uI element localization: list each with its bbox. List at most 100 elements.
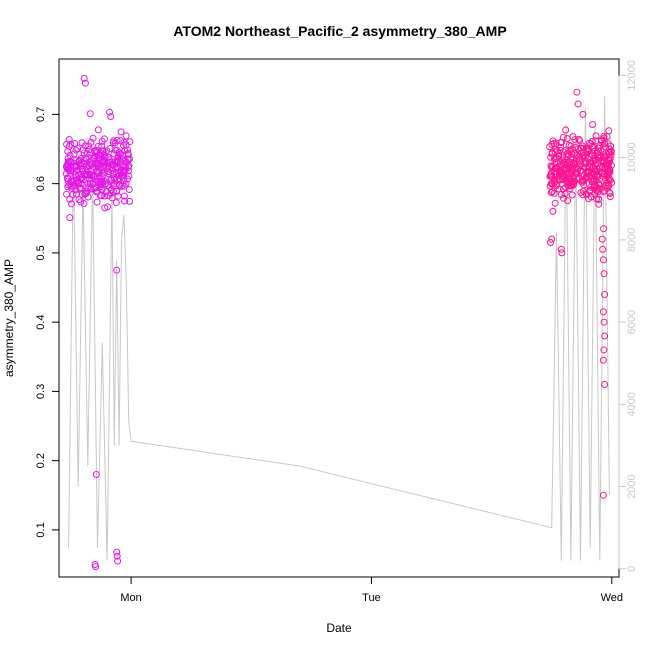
data-point bbox=[592, 132, 600, 140]
data-point bbox=[570, 175, 578, 182]
data-point bbox=[550, 189, 558, 197]
data-point bbox=[66, 151, 74, 159]
data-point bbox=[99, 169, 107, 177]
data-point bbox=[568, 191, 576, 199]
data-point bbox=[114, 192, 122, 200]
data-point bbox=[92, 563, 99, 571]
data-point bbox=[112, 199, 120, 207]
data-point bbox=[546, 143, 554, 151]
data-point bbox=[114, 557, 122, 565]
y-axis-label: asymmetry_380_AMP bbox=[2, 259, 16, 377]
data-point bbox=[86, 110, 94, 118]
data-point bbox=[68, 184, 76, 192]
data-point bbox=[579, 191, 587, 199]
data-point bbox=[83, 150, 91, 158]
data-point bbox=[106, 145, 114, 152]
data-point bbox=[91, 148, 99, 156]
data-point bbox=[587, 193, 595, 201]
data-point bbox=[113, 266, 121, 274]
data-point bbox=[581, 175, 589, 183]
data-point bbox=[566, 179, 574, 187]
data-point bbox=[599, 491, 607, 499]
data-point bbox=[95, 169, 102, 177]
data-point bbox=[548, 235, 556, 243]
data-point bbox=[83, 163, 90, 171]
data-point bbox=[594, 147, 602, 155]
data-point bbox=[564, 197, 572, 205]
data-point bbox=[580, 152, 587, 159]
data-point bbox=[93, 198, 101, 206]
y-right-tick-label: 6000 bbox=[626, 310, 638, 334]
data-point bbox=[600, 346, 608, 354]
data-point bbox=[575, 135, 583, 143]
data-point bbox=[573, 152, 581, 160]
data-point bbox=[606, 193, 614, 201]
data-point bbox=[549, 179, 556, 187]
data-point bbox=[566, 158, 574, 166]
data-point bbox=[92, 163, 100, 171]
x-tick-label: Mon bbox=[120, 592, 141, 604]
y-right-tick-label: 4000 bbox=[626, 392, 638, 416]
data-point bbox=[117, 128, 125, 136]
data-point bbox=[92, 160, 99, 168]
data-point bbox=[563, 165, 571, 172]
data-point bbox=[598, 235, 606, 243]
data-point bbox=[549, 207, 557, 215]
data-point bbox=[85, 142, 93, 150]
data-point bbox=[573, 169, 581, 177]
data-point bbox=[67, 158, 75, 166]
data-point bbox=[574, 100, 582, 108]
data-point bbox=[563, 178, 571, 186]
data-point bbox=[595, 165, 603, 173]
data-point bbox=[92, 188, 100, 196]
data-point bbox=[74, 145, 82, 153]
data-point bbox=[80, 74, 88, 82]
data-point bbox=[556, 146, 564, 154]
data-point bbox=[80, 200, 88, 207]
data-point bbox=[601, 140, 609, 147]
data-layer bbox=[62, 74, 616, 571]
y-left-tick-label: 0.6 bbox=[35, 176, 47, 191]
data-point bbox=[547, 189, 555, 196]
data-point bbox=[89, 179, 97, 187]
data-point bbox=[112, 157, 119, 165]
x-tick-label: Tue bbox=[362, 592, 381, 604]
data-point bbox=[72, 146, 80, 154]
data-point bbox=[67, 163, 75, 171]
data-point bbox=[548, 188, 556, 195]
data-point bbox=[93, 187, 101, 195]
data-point bbox=[114, 157, 122, 165]
data-point bbox=[96, 163, 104, 171]
data-point bbox=[81, 79, 89, 87]
chart-title: ATOM2 Northeast_Pacific_2 asymmetry_380_… bbox=[173, 23, 506, 39]
data-point bbox=[607, 147, 615, 155]
data-point bbox=[606, 189, 614, 197]
data-point bbox=[559, 175, 567, 182]
data-point bbox=[591, 152, 599, 159]
y-right-tick-label: 10000 bbox=[626, 142, 638, 173]
data-point bbox=[604, 161, 612, 169]
data-point bbox=[94, 142, 102, 150]
data-point bbox=[75, 196, 83, 204]
data-point bbox=[119, 181, 127, 189]
y-left-tick-label: 0.7 bbox=[35, 107, 47, 122]
data-point bbox=[101, 135, 108, 143]
data-point bbox=[82, 154, 90, 162]
data-point bbox=[67, 177, 75, 185]
data-point bbox=[551, 199, 559, 207]
data-point bbox=[605, 175, 613, 183]
data-point bbox=[604, 164, 612, 172]
data-point bbox=[101, 204, 109, 212]
data-point bbox=[97, 183, 105, 191]
data-point bbox=[579, 110, 587, 118]
data-point bbox=[124, 146, 131, 154]
data-point bbox=[63, 140, 71, 148]
data-point bbox=[78, 159, 85, 167]
data-point bbox=[561, 190, 569, 198]
axes-layer: Mon Tue Wed 0.1 0.2 0.3 0.4 0.5 0.6 0.7 0 2000 4000 6… bbox=[35, 60, 638, 604]
data-point bbox=[601, 291, 609, 298]
data-point bbox=[605, 188, 613, 196]
data-point bbox=[586, 186, 594, 194]
data-point bbox=[606, 154, 614, 162]
data-point bbox=[600, 225, 608, 233]
